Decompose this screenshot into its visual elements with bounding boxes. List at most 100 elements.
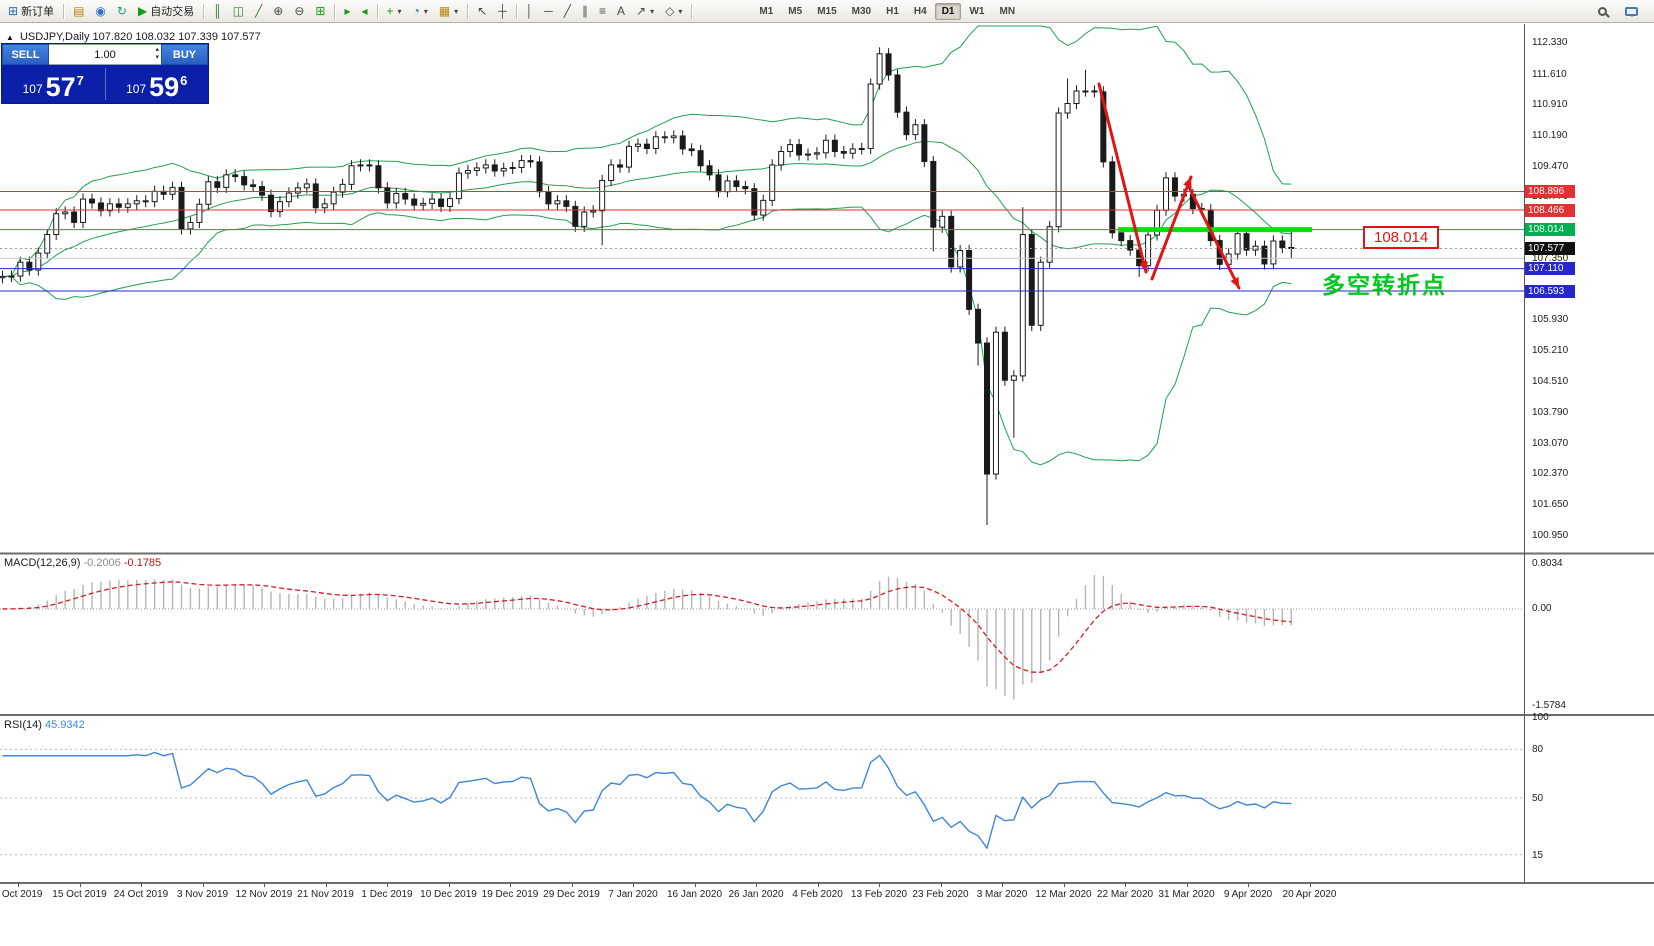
rsi-scale-label: 100 xyxy=(1532,712,1549,723)
rsi-name: RSI(14) xyxy=(4,719,42,731)
cursor-tool-button[interactable]: ↖ xyxy=(472,1,492,21)
trendline-tool-button[interactable]: ╱ xyxy=(559,1,576,21)
date-tick xyxy=(1125,884,1126,887)
toolbar-separator xyxy=(467,3,469,19)
arrow-tool-icon: ↗ xyxy=(636,4,647,18)
cursor-icon: ↖ xyxy=(477,4,488,18)
price-scale-label: 105.210 xyxy=(1532,345,1569,357)
date-tick xyxy=(387,884,388,887)
trade-panel-divider xyxy=(104,68,106,100)
macd-name: MACD(12,26,9) xyxy=(4,557,81,569)
date-tick xyxy=(1248,884,1249,887)
timeframe-m15-button[interactable]: M15 xyxy=(810,3,843,20)
volume-down-icon[interactable]: ▾ xyxy=(155,54,159,61)
date-tick xyxy=(1002,884,1003,887)
horizontal-lines-layer[interactable] xyxy=(0,190,1524,292)
date-tick xyxy=(633,884,634,887)
toolbar-separator xyxy=(63,3,65,19)
buy-button[interactable]: BUY xyxy=(161,44,208,65)
line-chart-button[interactable]: ╱ xyxy=(250,1,267,21)
zoom-out-button[interactable]: ⊖ xyxy=(289,1,309,21)
annotations-layer[interactable] xyxy=(1097,82,1312,290)
timeframe-h1-button[interactable]: H1 xyxy=(879,3,906,20)
date-tick xyxy=(571,884,573,887)
refresh-icon: ↻ xyxy=(116,4,127,18)
refresh-button[interactable]: ↻ xyxy=(112,1,132,21)
price-tag: 107.110 xyxy=(1525,262,1575,276)
price-tag: 108.896 xyxy=(1525,184,1575,198)
date-tick xyxy=(325,884,327,887)
vertical-line-icon: │ xyxy=(525,4,534,18)
price-callout-box: 108.014 xyxy=(1363,226,1440,249)
macd-signal-value: -0.1785 xyxy=(123,557,162,569)
toolbar-separator xyxy=(203,3,205,19)
profiles-button[interactable]: ◉ xyxy=(90,1,110,21)
chart-window-button[interactable]: ▤ xyxy=(68,1,89,21)
zoom-in-icon: ⊕ xyxy=(273,4,284,18)
auto-scroll-button[interactable]: ▸ xyxy=(339,1,355,21)
crosshair-tool-button[interactable]: ┼ xyxy=(493,1,512,21)
search-button[interactable] xyxy=(1593,1,1612,21)
macd-label: MACD(12,26,9) -0.2006 -0.1785 xyxy=(4,557,161,569)
volume-spinner[interactable]: 1.00 ▴ ▾ xyxy=(49,44,161,65)
price-scale[interactable]: 112.330111.610110.910110.190109.470108.7… xyxy=(1524,0,1654,946)
volume-up-icon[interactable]: ▴ xyxy=(155,46,159,53)
new-order-button[interactable]: ⊞ 新订单 xyxy=(3,1,59,21)
fibonacci-tool-button[interactable]: ≡ xyxy=(594,1,611,21)
bar-chart-button[interactable]: ║ xyxy=(208,1,227,21)
tile-windows-button[interactable]: ⊞ xyxy=(310,1,330,21)
shapes-tool-button[interactable]: ◇ ▾ xyxy=(660,1,687,21)
chart-shift-button[interactable]: ◂ xyxy=(357,1,373,21)
zoom-in-button[interactable]: ⊕ xyxy=(268,1,288,21)
search-icon xyxy=(1598,6,1607,16)
auto-trading-button[interactable]: ▶ 自动交易 xyxy=(133,1,199,21)
date-label: 10 Dec 2019 xyxy=(420,889,477,900)
timeframe-mn-button[interactable]: MN xyxy=(992,3,1022,20)
date-label: 29 Dec 2019 xyxy=(543,889,600,900)
date-label: 6 Oct 2019 xyxy=(0,889,43,900)
arrows-tool-button[interactable]: ↗ ▾ xyxy=(631,1,659,21)
candles-layer xyxy=(0,47,1295,526)
rsi-layer xyxy=(0,748,1524,856)
timeframe-m1-button[interactable]: M1 xyxy=(752,3,780,20)
date-label: 1 Dec 2019 xyxy=(361,889,413,900)
horizontal-line-tool-button[interactable]: ─ xyxy=(539,1,558,21)
time-scale[interactable]: 6 Oct 2019 15 Oct 2019 24 Oct 2019 3 Nov 20… xyxy=(0,884,1654,946)
text-tool-button[interactable]: A xyxy=(612,1,630,21)
timeframe-m30-button[interactable]: M30 xyxy=(845,3,878,20)
dropdown-caret-icon: ▾ xyxy=(397,6,402,16)
channel-icon: ∥ xyxy=(582,4,589,18)
candlestick-chart-button[interactable]: ◫ xyxy=(228,1,249,21)
timeframe-m5-button[interactable]: M5 xyxy=(781,3,809,20)
date-tick xyxy=(817,884,819,887)
vertical-line-tool-button[interactable]: │ xyxy=(521,1,539,21)
rsi-label: RSI(14) 45.9342 xyxy=(4,719,85,731)
price-scale-label: 103.790 xyxy=(1532,406,1569,418)
periods-button[interactable]: ◔ ▾ xyxy=(408,1,433,21)
chat-button[interactable] xyxy=(1620,1,1643,21)
price-scale-label: 103.070 xyxy=(1532,437,1569,449)
price-tag: 108.014 xyxy=(1525,223,1575,237)
chart-shift-icon: ◂ xyxy=(361,4,368,18)
auto-trading-label: 自动交易 xyxy=(150,6,195,18)
date-label: 12 Nov 2019 xyxy=(235,889,293,900)
sell-button[interactable]: SELL xyxy=(2,44,49,65)
price-scale-label: 110.910 xyxy=(1532,98,1568,110)
buy-price-big: 59 xyxy=(149,71,180,102)
one-click-trading-panel: SELL 1.00 ▴ ▾ BUY 107 57 7 107 59 6 xyxy=(2,44,208,103)
indicators-button[interactable]: + ▾ xyxy=(382,1,407,21)
date-label: 9 Apr 2020 xyxy=(1223,889,1273,900)
buy-price[interactable]: 107 59 6 xyxy=(106,65,209,103)
timeframe-d1-button[interactable]: D1 xyxy=(934,2,962,20)
date-label: 12 Mar 2020 xyxy=(1035,889,1092,900)
price-scale-label: 102.370 xyxy=(1532,468,1569,480)
date-tick xyxy=(448,884,450,887)
channel-tool-button[interactable]: ∥ xyxy=(577,1,593,21)
sell-price[interactable]: 107 57 7 xyxy=(2,65,105,103)
date-tick xyxy=(18,884,19,887)
dropdown-caret-icon: ▾ xyxy=(678,6,683,16)
templates-button[interactable]: ▦ ▾ xyxy=(434,1,463,21)
timeframe-w1-button[interactable]: W1 xyxy=(962,3,991,20)
timeframe-h4-button[interactable]: H4 xyxy=(907,3,934,20)
